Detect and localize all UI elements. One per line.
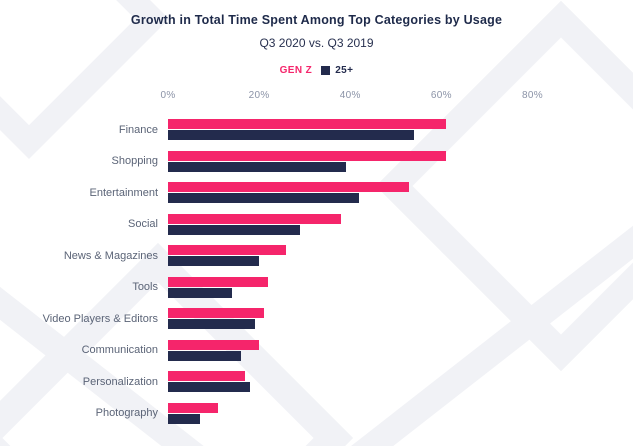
bar-group [168, 308, 578, 330]
bar-25plus [168, 130, 414, 141]
bar-25plus [168, 256, 260, 267]
bar-genz [168, 245, 287, 256]
category-label: Social [128, 218, 158, 231]
category-label: Photography [95, 407, 158, 420]
category-row: Communication [0, 335, 578, 367]
bar-genz [168, 182, 410, 193]
category-row: Entertainment [0, 177, 578, 209]
bar-genz [168, 339, 260, 350]
category-label: Communication [81, 344, 158, 357]
bar-25plus [168, 382, 250, 393]
bar-25plus [168, 319, 255, 330]
chart-title: Growth in Total Time Spent Among Top Cat… [130, 13, 503, 27]
x-tick-label: 80% [521, 90, 543, 101]
bar-genz [168, 371, 246, 382]
bar-25plus [168, 161, 346, 172]
x-tick-label: 40% [339, 90, 361, 101]
category-label: Video Players & Editors [42, 312, 158, 325]
category-label: Tools [132, 281, 158, 294]
category-label: Shopping [111, 155, 159, 168]
x-tick-label: 0% [160, 90, 176, 101]
bar-group [168, 119, 578, 141]
chart-rows: Finance Shopping Entertainment Social News &… [0, 114, 578, 429]
bar-genz [168, 150, 446, 161]
category-row: News & Magazines [0, 240, 578, 272]
chart-legend: GEN Z 25+ [0, 65, 633, 76]
legend-item-25plus: 25+ [321, 65, 353, 76]
legend-swatch-25plus [321, 66, 331, 75]
x-tick-label: 60% [430, 90, 452, 101]
bar-group [168, 371, 578, 393]
bar-group [168, 182, 578, 204]
bar-25plus [168, 224, 301, 235]
category-row: Social [0, 209, 578, 241]
bar-genz [168, 402, 219, 413]
axis-ticks: 0% 20% 40% 60% 80% [160, 90, 578, 104]
legend-item-genz: GEN Z [280, 65, 313, 76]
category-row: Finance [0, 114, 578, 146]
legend-label-25plus: 25+ [335, 65, 354, 76]
x-tick-label: 20% [248, 90, 270, 101]
bar-group [168, 276, 578, 298]
bar-genz [168, 119, 446, 130]
category-label: Finance [118, 123, 158, 136]
bar-25plus [168, 287, 232, 298]
category-row: Photography [0, 398, 578, 430]
bar-genz [168, 276, 269, 287]
bar-group [168, 150, 578, 172]
bar-25plus [168, 193, 360, 204]
category-label: News & Magazines [63, 249, 158, 262]
bar-group [168, 213, 578, 235]
bar-group [168, 339, 578, 361]
bar-group [168, 245, 578, 267]
legend-label-genz: GEN Z [279, 65, 313, 76]
category-row: Tools [0, 272, 578, 304]
chart-header: Growth in Total Time Spent Among Top Cat… [0, 0, 633, 76]
bar-genz [168, 308, 264, 319]
category-row: Personalization [0, 366, 578, 398]
category-label: Entertainment [89, 186, 158, 199]
chart-subtitle: Q3 2020 vs. Q3 2019 [259, 36, 374, 50]
bar-group [168, 402, 578, 424]
bar-genz [168, 213, 342, 224]
bar-25plus [168, 413, 200, 424]
category-row: Shopping [0, 146, 578, 178]
category-row: Video Players & Editors [0, 303, 578, 335]
bar-25plus [168, 350, 241, 361]
category-label: Personalization [82, 375, 158, 388]
